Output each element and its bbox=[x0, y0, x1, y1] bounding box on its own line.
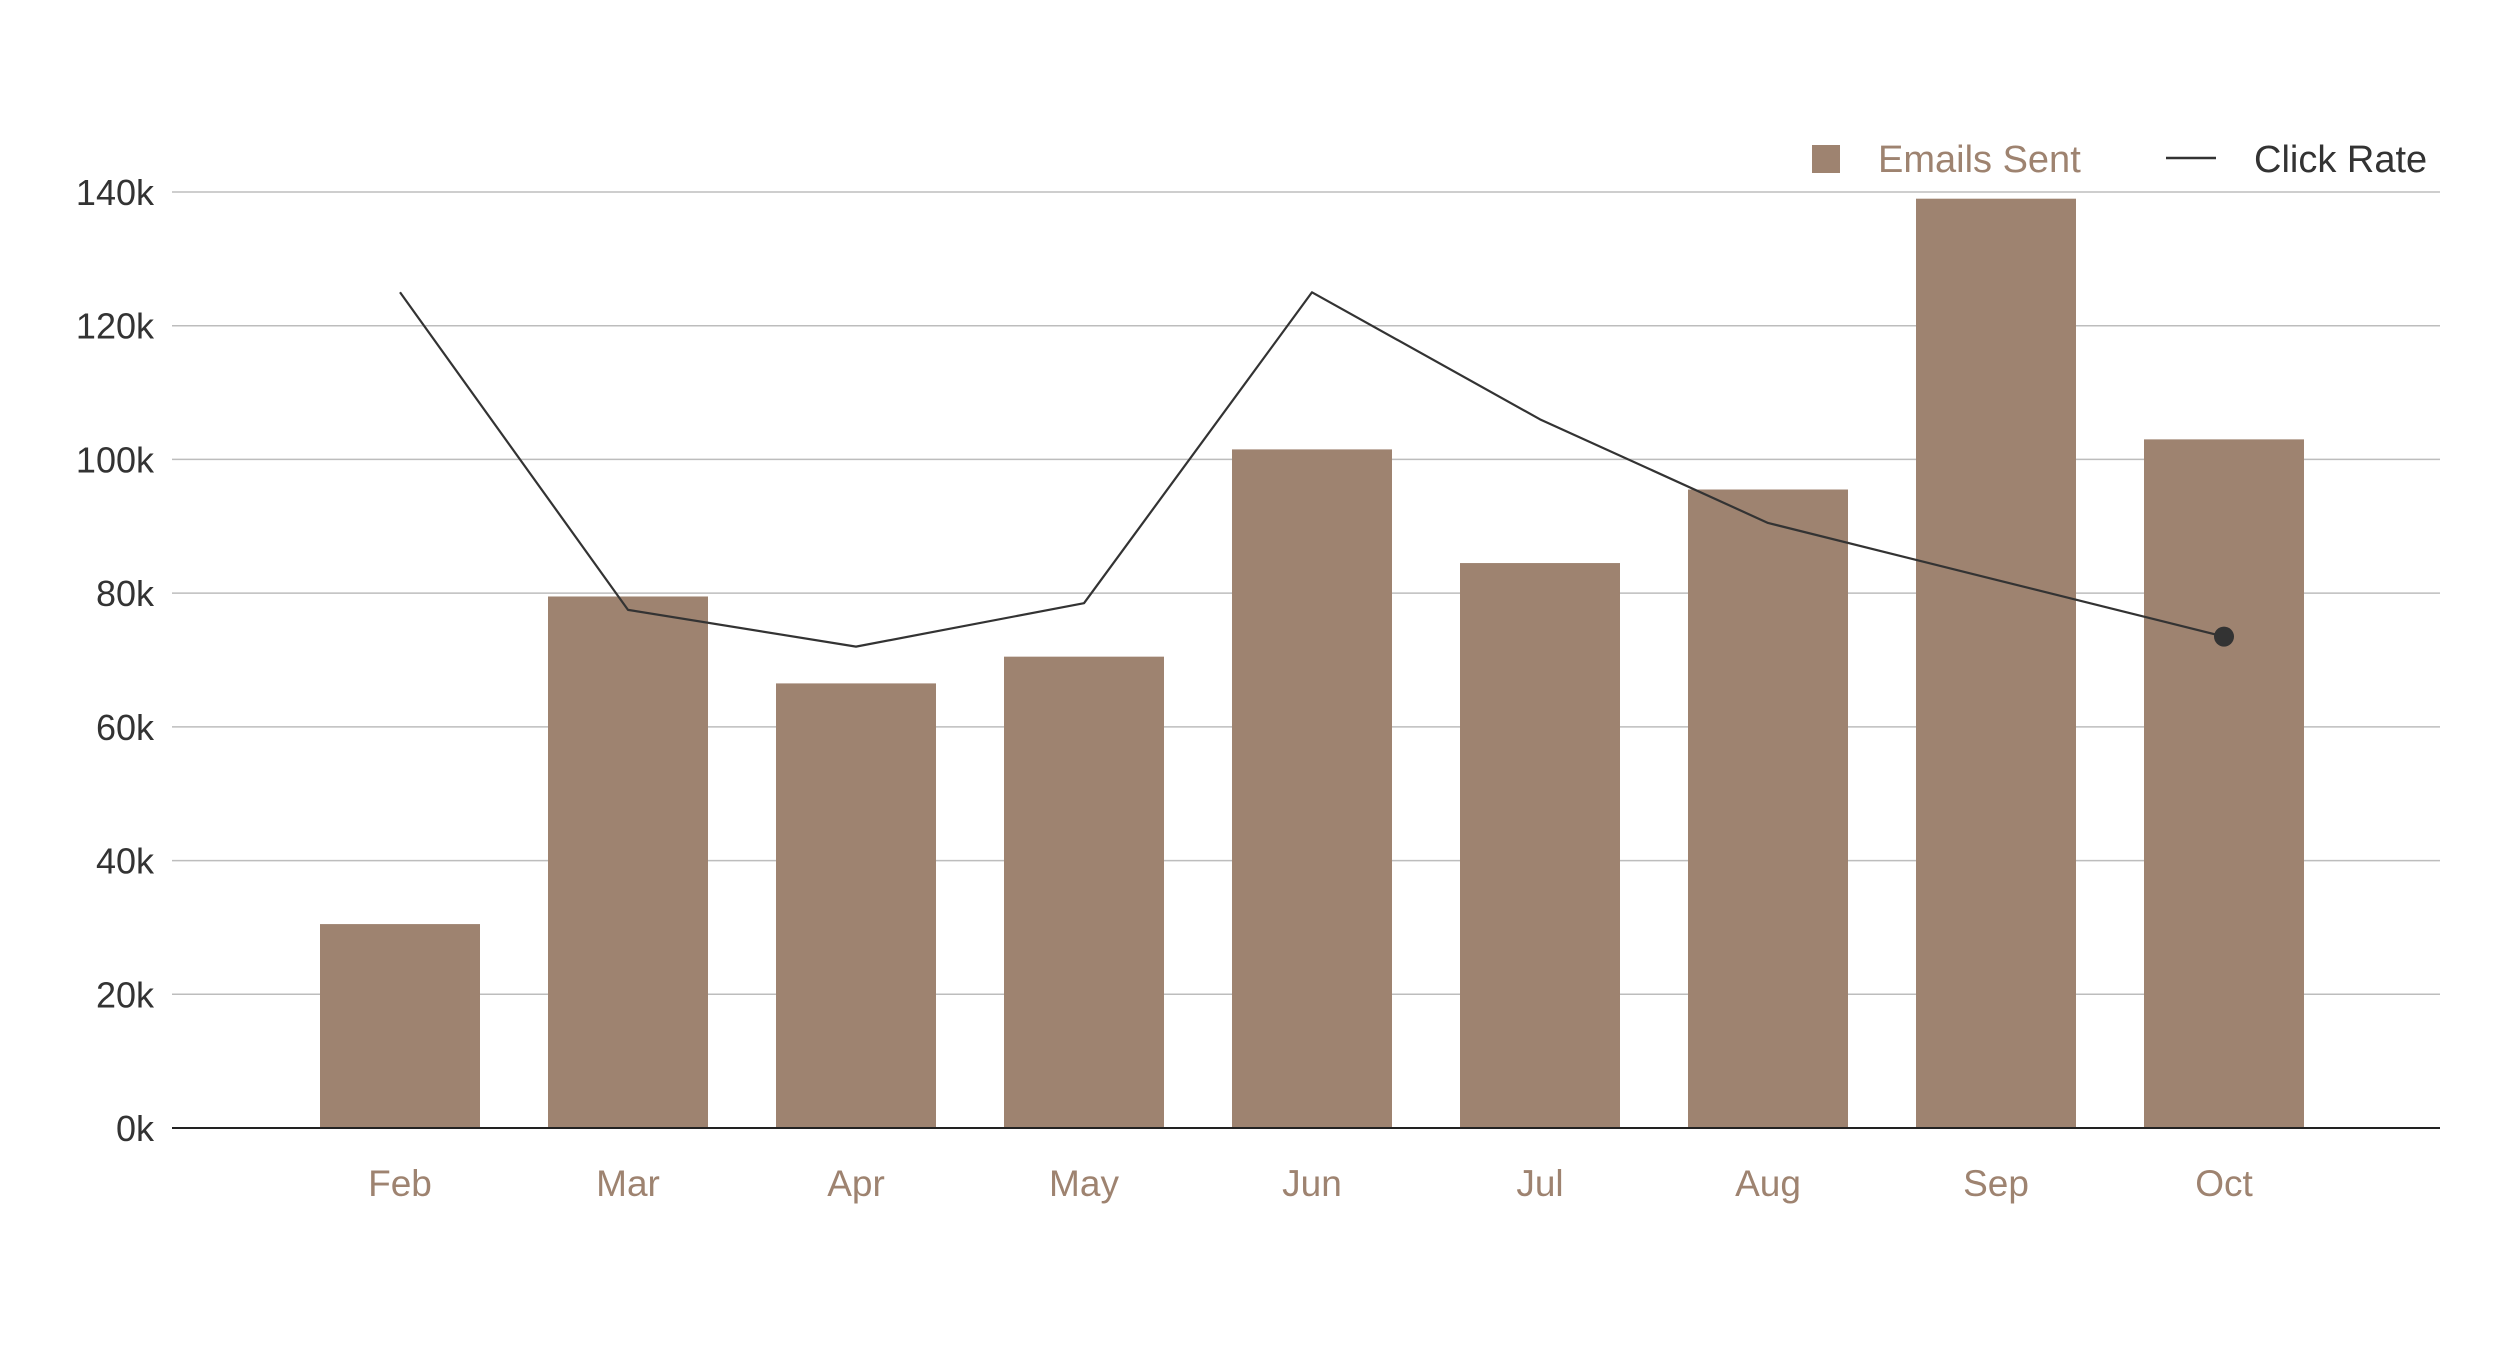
legend-label-emails-sent: Emails Sent bbox=[1878, 139, 2081, 181]
bar-emails-sent bbox=[2144, 439, 2304, 1128]
x-tick-label: Apr bbox=[827, 1163, 885, 1204]
bars-emails-sent bbox=[320, 198, 2304, 1128]
x-tick-label: May bbox=[1049, 1163, 1119, 1204]
y-tick-label: 100k bbox=[76, 439, 155, 480]
y-tick-label: 60k bbox=[96, 707, 155, 748]
bar-emails-sent bbox=[320, 924, 480, 1128]
x-tick-label: Oct bbox=[2195, 1163, 2253, 1204]
y-tick-label: 140k bbox=[76, 172, 155, 213]
x-tick-label: Feb bbox=[368, 1163, 432, 1204]
legend: Emails Sent Click Rate bbox=[1812, 139, 2427, 181]
x-tick-label: Jun bbox=[1282, 1163, 1342, 1204]
legend-label-click-rate: Click Rate bbox=[2254, 139, 2427, 181]
bar-emails-sent bbox=[548, 596, 708, 1128]
y-tick-label: 80k bbox=[96, 573, 155, 614]
y-tick-label: 120k bbox=[76, 306, 155, 347]
line-click-rate-path bbox=[399, 291, 2225, 648]
y-tick-label: 40k bbox=[96, 841, 155, 882]
bar-emails-sent bbox=[776, 683, 936, 1128]
bar-emails-sent bbox=[1688, 489, 1848, 1128]
bar-emails-sent bbox=[1232, 449, 1392, 1128]
bar-emails-sent bbox=[1460, 563, 1620, 1128]
legend-swatch-emails-sent bbox=[1812, 145, 1840, 173]
bar-emails-sent bbox=[1916, 198, 2076, 1128]
x-tick-label: Sep bbox=[1963, 1163, 2029, 1204]
y-axis-tick-labels: 0k 20k 40k 60k 80k 100k 120k 140k bbox=[76, 172, 155, 1149]
x-tick-label: Mar bbox=[596, 1163, 660, 1204]
line-click-rate bbox=[399, 291, 2234, 648]
bar-emails-sent bbox=[1004, 656, 1164, 1128]
x-tick-label: Aug bbox=[1735, 1163, 1801, 1204]
x-tick-label: Jul bbox=[1516, 1163, 1563, 1204]
x-axis-tick-labels: Feb Mar Apr May Jun Jul Aug Sep Oct bbox=[368, 1163, 2253, 1204]
y-tick-label: 0k bbox=[116, 1108, 155, 1149]
point-click-rate bbox=[2214, 626, 2234, 647]
y-tick-label: 20k bbox=[96, 974, 155, 1015]
